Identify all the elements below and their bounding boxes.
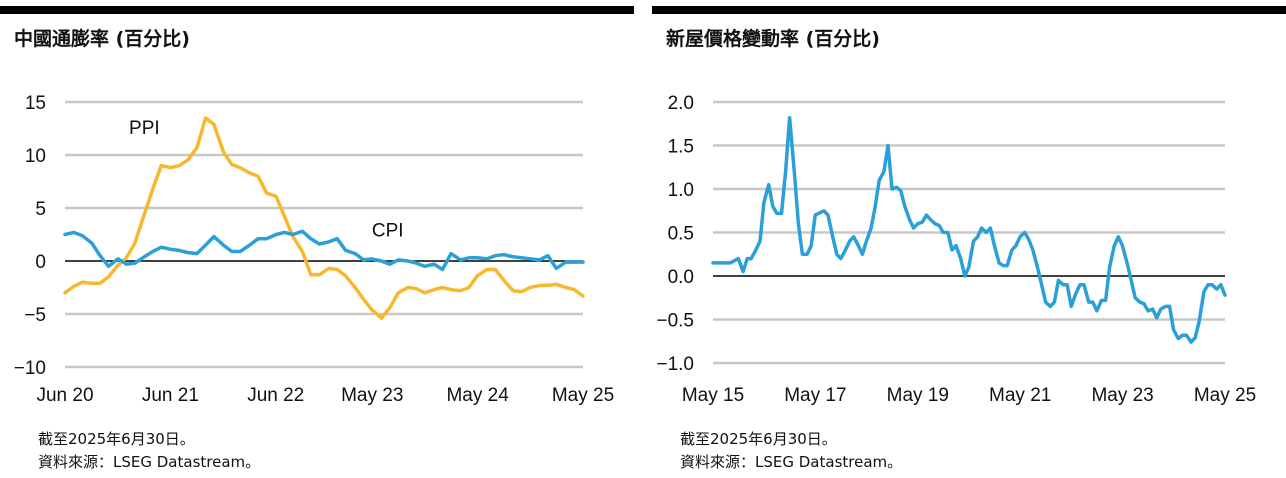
series-label-ppi: PPI <box>129 118 160 139</box>
y-tick-label: 15 <box>25 93 46 114</box>
x-tick-label: May 21 <box>989 385 1051 406</box>
y-tick-label: −1.0 <box>656 354 694 375</box>
x-tick-label: Jun 22 <box>247 385 304 406</box>
chart-title: 中國通膨率 (百分比) <box>14 28 190 50</box>
y-tick-label: 5 <box>35 199 46 220</box>
series-label-cpi: CPI <box>372 221 404 242</box>
x-tick-label: May 19 <box>887 385 949 406</box>
new-home-price-chart: 2.0 1.5 1.0 0.5 0.0 −0.5 −1.0 May 15 May 17 May 1… <box>656 93 1256 406</box>
y-tick-label: 2.0 <box>668 93 694 114</box>
x-tick-label: May 25 <box>552 385 614 406</box>
new-home-price-panel: 新屋價格變動率 (百分比) 2.0 1.5 1.0 0.5 0.0 −0.5 −1.0 May… <box>652 0 1286 478</box>
source-note: 資料來源：LSEG Datastream。 <box>38 453 261 471</box>
chart-title: 新屋價格變動率 (百分比) <box>666 28 880 50</box>
top-divider-bar <box>652 6 1286 14</box>
y-tick-label: 0.0 <box>668 267 694 288</box>
x-tick-label: May 17 <box>784 385 846 406</box>
x-tick-label: Jun 20 <box>36 385 93 406</box>
china-inflation-panel: 中國通膨率 (百分比) 15 10 5 0 −5 −10 Jun 20 Jun 21 Jun 2… <box>0 0 640 478</box>
y-tick-label: −5 <box>24 305 46 326</box>
date-note: 截至2025年6月30日。 <box>38 430 195 448</box>
series-line-cpi <box>63 229 585 272</box>
x-tick-label: May 24 <box>446 385 509 406</box>
series-line <box>711 115 1227 344</box>
y-tick-label: 10 <box>25 146 46 167</box>
date-note: 截至2025年6月30日。 <box>680 430 837 448</box>
x-tick-label: May 15 <box>682 385 744 406</box>
y-tick-label: 0 <box>35 252 46 273</box>
y-tick-label: 0.5 <box>668 224 694 245</box>
series-line-ppi <box>63 116 585 320</box>
source-note: 資料來源：LSEG Datastream。 <box>680 453 903 471</box>
x-tick-label: Jun 21 <box>142 385 199 406</box>
y-tick-label: 1.0 <box>668 180 694 201</box>
y-tick-label: 1.5 <box>668 137 694 158</box>
top-divider-bar <box>0 6 634 14</box>
y-tick-label: −0.5 <box>656 311 694 332</box>
x-tick-label: May 23 <box>1091 385 1153 406</box>
y-tick-label: −10 <box>14 358 46 379</box>
china-inflation-chart: 15 10 5 0 −5 −10 Jun 20 Jun 21 Jun 22 May 23 May 2… <box>14 93 614 406</box>
x-tick-label: May 23 <box>341 385 403 406</box>
x-tick-label: May 25 <box>1194 385 1256 406</box>
